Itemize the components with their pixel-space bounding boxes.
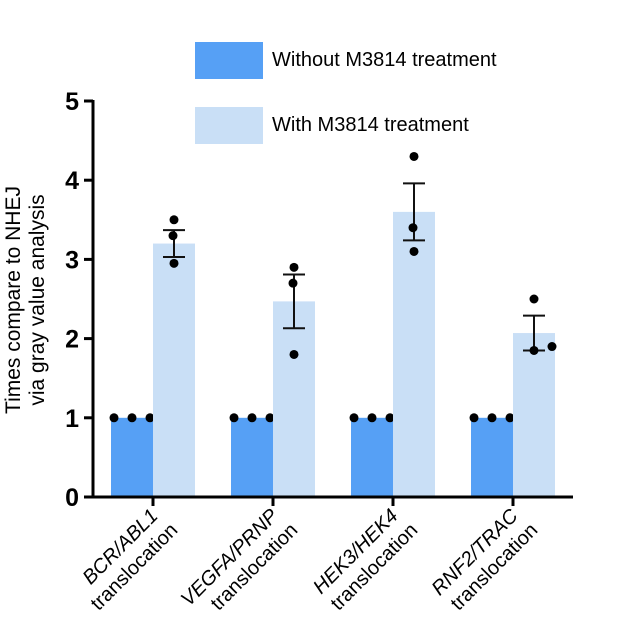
bar — [231, 417, 273, 497]
data-point — [289, 262, 299, 272]
data-point — [469, 413, 479, 423]
data-point — [288, 278, 298, 288]
data-point — [547, 342, 557, 352]
y-axis-title: Times compare to NHEJ via gray value anal… — [2, 186, 49, 414]
x-tick-labels: BCR/ABL1translocationVEGFA/PRNPtransloca… — [79, 505, 543, 615]
data-point — [265, 413, 275, 423]
data-point — [409, 151, 419, 161]
y-tick-label: 0 — [65, 484, 79, 512]
y-axis-title-line: via gray value analysis — [26, 194, 49, 405]
bar — [471, 417, 513, 497]
data-point — [529, 345, 539, 355]
x-axis — [92, 495, 573, 506]
bars — [109, 151, 557, 497]
y-axis-label: Times compare to NHEJ via gray value anal… — [2, 186, 49, 414]
data-point — [385, 413, 395, 423]
data-point — [408, 223, 418, 233]
legend-label: Without M3814 treatment — [272, 49, 497, 71]
y-tick-label: 4 — [65, 167, 79, 195]
data-point — [409, 246, 419, 256]
bar — [393, 211, 435, 497]
data-point — [349, 413, 359, 423]
data-point — [169, 258, 179, 268]
data-point — [145, 413, 155, 423]
data-point — [168, 231, 178, 241]
y-tick-label: 3 — [65, 246, 79, 274]
y-axis: 0 1 2 3 4 5 — [65, 88, 95, 512]
data-point — [127, 413, 137, 423]
data-point — [367, 413, 377, 423]
data-point — [529, 294, 539, 304]
bar — [273, 301, 315, 497]
data-point — [487, 413, 497, 423]
data-point — [229, 413, 239, 423]
y-tick-label: 5 — [65, 88, 79, 116]
y-axis-title-line: Times compare to NHEJ — [2, 186, 25, 414]
bar — [111, 417, 153, 497]
bar — [351, 417, 393, 497]
legend-swatch — [195, 107, 263, 144]
bar — [513, 333, 555, 497]
data-point — [505, 413, 515, 423]
data-point — [247, 413, 257, 423]
legend-swatch — [195, 42, 263, 79]
legend-label: With M3814 treatment — [272, 114, 469, 136]
data-point — [169, 215, 179, 225]
legend: Without M3814 treatment With M3814 treatm… — [195, 42, 497, 144]
data-point — [289, 349, 299, 359]
bar — [153, 243, 195, 497]
y-tick-label: 2 — [65, 326, 79, 354]
data-point — [109, 413, 119, 423]
y-tick-label: 1 — [65, 405, 79, 433]
